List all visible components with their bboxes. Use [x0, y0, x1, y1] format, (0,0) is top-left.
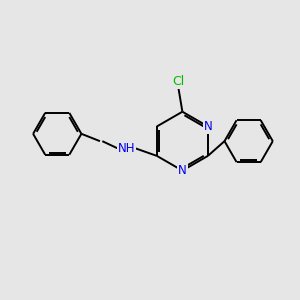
- Text: Cl: Cl: [172, 75, 184, 88]
- Text: NH: NH: [118, 142, 135, 155]
- Text: N: N: [178, 164, 187, 177]
- Text: N: N: [203, 120, 212, 133]
